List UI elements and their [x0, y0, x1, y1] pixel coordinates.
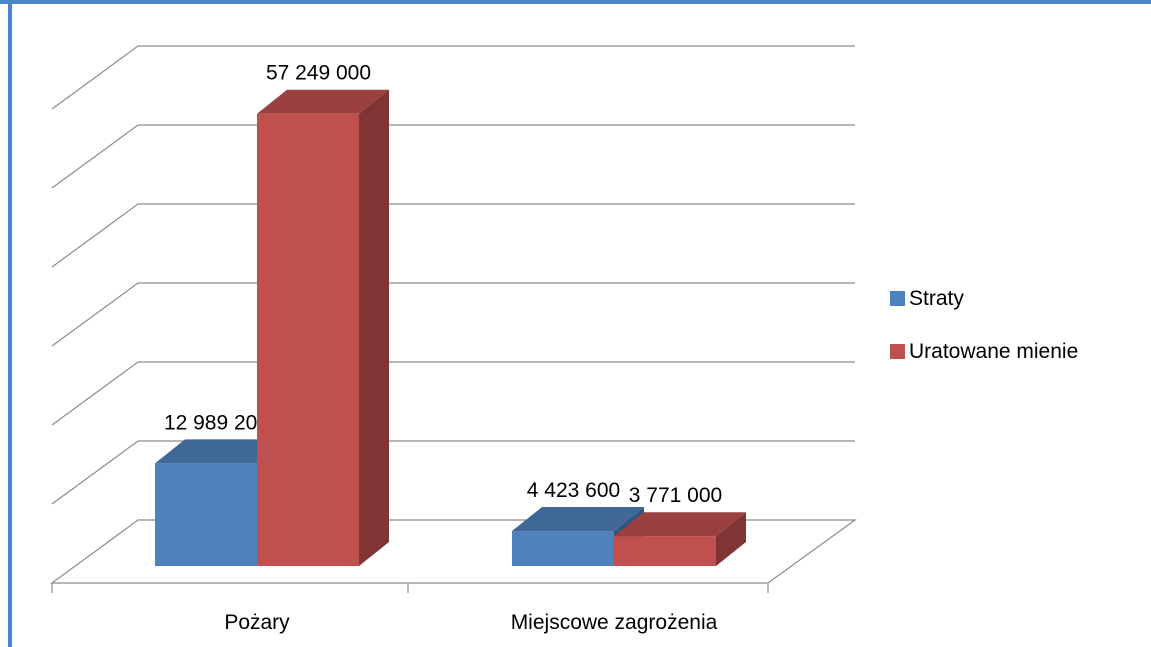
gridline-side — [51, 361, 139, 426]
data-label: 57 249 000 — [266, 62, 371, 85]
legend-label: Uratowane mienie — [909, 340, 1078, 363]
category-label: Miejscowe zagrożenia — [511, 611, 718, 634]
chart-floor — [50, 519, 857, 584]
gridline-side — [51, 203, 139, 268]
data-label: 3 771 000 — [629, 484, 722, 507]
data-label: 4 423 600 — [527, 479, 620, 502]
frame-left-border — [8, 0, 12, 647]
bar — [155, 463, 257, 566]
gridline-side — [51, 45, 139, 110]
legend-swatch — [890, 344, 905, 359]
frame-top-border — [0, 0, 1151, 4]
bar-side — [359, 89, 389, 566]
bar — [257, 113, 359, 566]
bar-top — [257, 89, 389, 114]
legend-swatch — [890, 291, 905, 306]
bar-top — [614, 512, 746, 537]
data-label: 12 989 200 — [164, 411, 269, 434]
gridline-side — [51, 440, 139, 505]
bar-side — [716, 512, 746, 566]
legend-label: Straty — [909, 287, 964, 310]
bar — [512, 531, 614, 566]
category-label: Pożary — [224, 611, 290, 634]
bar-top — [155, 439, 287, 464]
gridline-side — [51, 124, 139, 189]
bar — [614, 536, 716, 566]
bar-top — [512, 507, 644, 532]
gridline-side — [51, 282, 139, 347]
